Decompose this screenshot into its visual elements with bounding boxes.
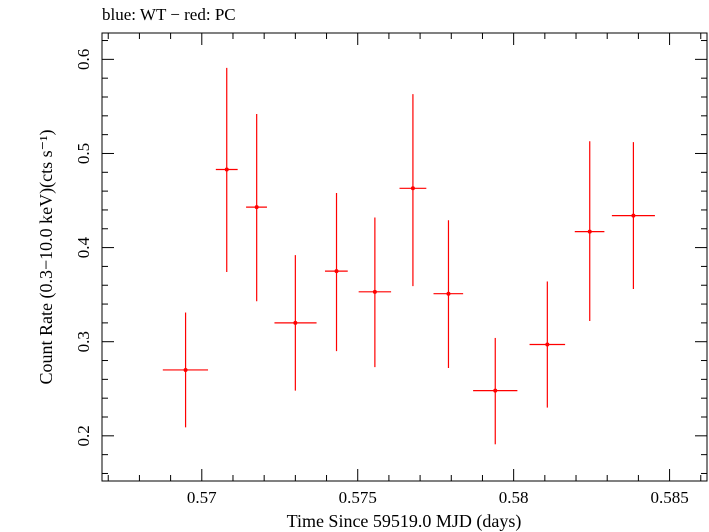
point-marker (254, 205, 259, 210)
point-marker (372, 289, 377, 294)
y-tick-label: 0.3 (74, 331, 93, 352)
point-marker (293, 320, 298, 325)
data-point (574, 141, 605, 321)
point-marker (545, 342, 550, 347)
point-marker (446, 291, 451, 296)
tick-labels: 0.57 0.575 0.58 0.585 0.2 0.3 0.4 0.5 0.6 (74, 49, 689, 507)
data-point (162, 312, 209, 428)
point-marker (183, 367, 188, 372)
y-tick-label: 0.2 (74, 425, 93, 446)
x-axis-label: Time Since 59519.0 MJD (days) (287, 511, 522, 532)
data-point (246, 113, 267, 302)
y-tick-label: 0.4 (74, 236, 93, 258)
data-point (274, 255, 317, 391)
x-tick-label: 0.58 (499, 488, 529, 507)
data-point (473, 337, 518, 445)
chart-title: blue: WT − red: PC (102, 5, 236, 24)
data-point (215, 67, 238, 273)
plot-frame (101, 32, 708, 482)
y-tick-label: 0.5 (74, 143, 93, 164)
axis-ticks (102, 33, 707, 481)
point-marker (631, 213, 636, 218)
x-tick-label: 0.57 (187, 488, 217, 507)
point-marker (587, 229, 592, 234)
point-marker (493, 388, 498, 393)
data-point (433, 220, 464, 369)
point-marker (224, 167, 229, 172)
data-point (399, 94, 427, 287)
point-marker (410, 186, 415, 191)
x-tick-label: 0.585 (650, 488, 688, 507)
data-points (162, 67, 655, 445)
data-point (611, 142, 655, 289)
y-tick-label: 0.6 (74, 49, 93, 70)
data-point (358, 217, 392, 368)
data-point (324, 193, 348, 352)
data-point (529, 281, 566, 408)
y-axis-label: Count Rate (0.3−10.0 keV)(cts s⁻¹) (36, 129, 57, 384)
point-marker (334, 269, 339, 274)
x-tick-label: 0.575 (339, 488, 377, 507)
